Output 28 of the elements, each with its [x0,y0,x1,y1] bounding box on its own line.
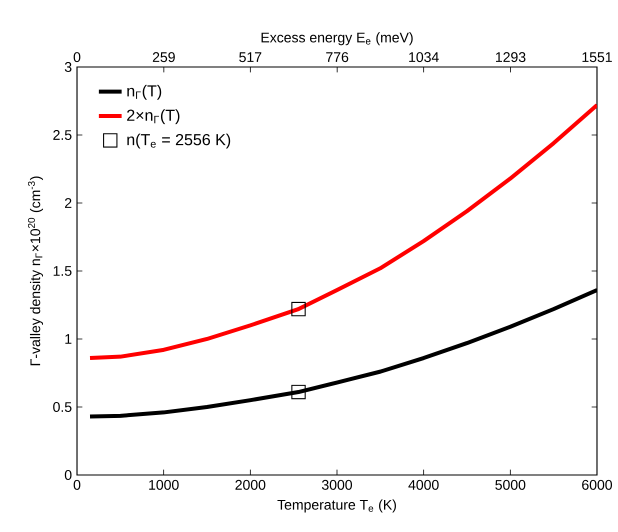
legend-label: n$_{Γ}$(T) [127,84,162,100]
y-tick-label: 0 [64,470,72,480]
x2-tick-label: 0 [74,52,80,62]
x-tick-label: 1000 [149,480,179,490]
y-tick-label: 2 [65,198,72,208]
legend-label: 2×n$_{Γ}$(T) [127,109,180,124]
x-axis-title: Temperature T$_{e}$ (K) [277,499,396,512]
x-tick-label: 6000 [582,480,612,490]
legend-label: n(T$_{e}$ = 2556 K) [127,134,230,148]
x2-tick-label: 259 [152,52,175,62]
y-tick-label: 2.5 [53,130,72,140]
x-tick-label: 5000 [495,480,526,490]
x-tick-label: 0 [74,480,80,490]
line-series [88,103,597,360]
y-tick-label: 1.5 [54,266,72,276]
x-tick-label: 2000 [235,480,266,490]
y-axis-title: Γ-valley density n$_{Γ}$×10$^{20}$ (cm$^{-3}$) [28,176,44,366]
y-tick-label: 3 [64,62,72,72]
x2-tick-label: 1034 [409,52,439,62]
x2-tick-label: 517 [239,52,262,62]
x2-tick-label: 776 [326,52,348,62]
x-tick-label: 3000 [322,480,352,490]
x2-tick-label: 1551 [582,52,612,62]
x2-axis-title: Excess energy E$_{e}$ (meV) [262,32,413,46]
y-tick-label: 1 [65,334,72,344]
x-tick-label: 4000 [408,480,439,490]
y-tick-label: 0.5 [53,402,72,412]
x2-tick-label: 1293 [496,52,526,62]
